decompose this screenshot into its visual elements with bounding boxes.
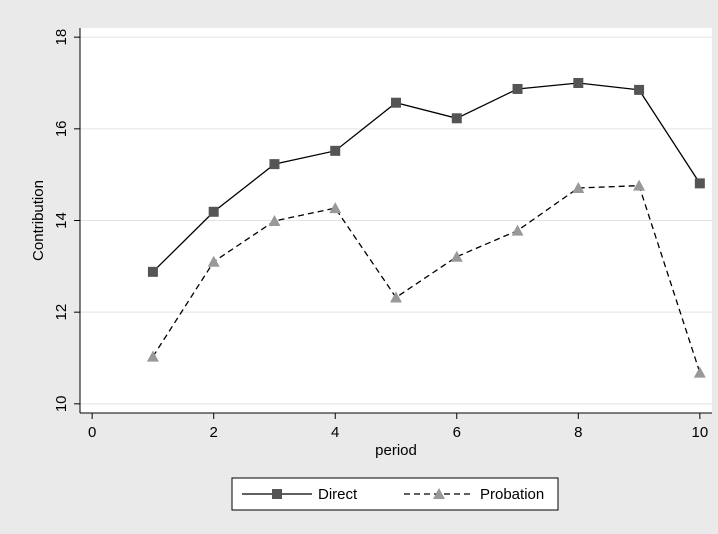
axes: 10 12 14 16 18 0 2 4 6 8 10: [53, 28, 712, 441]
legend-item-direct: Direct: [242, 486, 358, 503]
data-point-direct: [147, 266, 158, 277]
legend-marker: [433, 488, 445, 499]
y-tick-label: 10: [53, 395, 70, 412]
series-layer: [146, 78, 706, 378]
series-probation: [146, 179, 706, 378]
gridlines: [80, 36, 712, 405]
data-point-direct: [391, 97, 401, 108]
series-direct: [147, 78, 705, 277]
legend-label: Direct: [318, 486, 358, 503]
x-tick-label: 0: [88, 424, 96, 441]
y-tick-label: 12: [53, 304, 70, 321]
data-point-probation: [329, 202, 342, 214]
x-tick-label: 2: [210, 424, 218, 441]
series-line-direct: [152, 82, 701, 273]
data-point-direct: [634, 84, 645, 95]
data-point-direct: [269, 159, 280, 170]
x-tick-label: 8: [574, 424, 582, 441]
data-point-direct: [573, 78, 584, 88]
data-point-probation: [693, 366, 706, 378]
data-point-probation: [146, 350, 159, 362]
series-line-probation: [152, 184, 701, 373]
x-axis-label: period: [375, 442, 417, 459]
legend-item-probation: Probation: [404, 486, 544, 503]
legend-marker: [272, 489, 282, 499]
data-point-direct: [208, 206, 219, 217]
data-point-probation: [633, 179, 646, 191]
x-tick-label: 10: [692, 424, 709, 441]
legend: Direct Probation: [231, 477, 559, 511]
data-point-probation: [207, 255, 220, 267]
data-point-direct: [694, 178, 705, 189]
legend-label: Probation: [480, 486, 544, 503]
data-point-probation: [511, 224, 524, 236]
y-tick-label: 16: [53, 120, 70, 137]
data-point-probation: [390, 291, 402, 303]
data-point-probation: [268, 214, 281, 226]
data-point-direct: [330, 145, 341, 156]
y-axis-label: Contribution: [30, 180, 47, 261]
y-tick-label: 14: [53, 212, 70, 229]
y-tick-label: 18: [53, 29, 70, 46]
data-point-probation: [572, 181, 585, 193]
data-point-direct: [451, 113, 462, 124]
x-tick-label: 4: [331, 424, 339, 441]
data-point-probation: [450, 250, 463, 262]
data-point-direct: [512, 83, 523, 94]
x-tick-label: 6: [453, 424, 461, 441]
legend-items: Direct Probation: [242, 486, 544, 503]
